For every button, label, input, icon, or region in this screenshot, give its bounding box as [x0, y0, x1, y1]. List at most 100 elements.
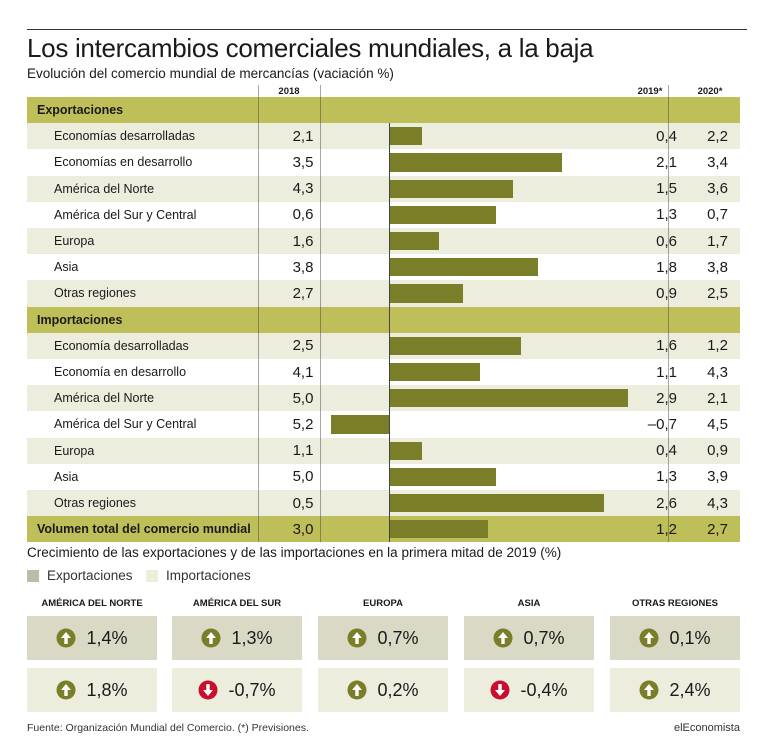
value-2020: 3,6 — [707, 180, 728, 198]
region-label: ASIA — [517, 598, 541, 609]
chart-subtitle: Evolución del comercio mundial de mercan… — [27, 66, 394, 81]
value-2018: 5,2 — [292, 415, 314, 433]
value-2018: 1,1 — [292, 442, 314, 460]
imports-value: 2,4% — [669, 679, 711, 700]
table-row: Europa 1,6 0,6 1,7 — [27, 228, 740, 255]
value-2020: 3,8 — [707, 258, 728, 276]
arrow-up-icon — [639, 628, 659, 648]
row-label: Economía desarrolladas — [54, 338, 189, 353]
row-label: América del Norte — [54, 181, 155, 196]
value-2020: 2,2 — [707, 127, 728, 145]
section-header-row: Importaciones — [27, 306, 740, 333]
imports-value: 0,2% — [377, 679, 419, 700]
exports-value: 0,7% — [377, 627, 419, 648]
column-separator — [320, 85, 321, 543]
legend-label-imports: Importaciones — [166, 568, 251, 583]
arrow-up-icon — [493, 628, 513, 648]
row-label: Europa — [54, 443, 95, 458]
column-separator — [258, 85, 259, 543]
brand-logo-text: elEconomista — [673, 722, 740, 734]
legend-label-exports: Exportaciones — [47, 568, 133, 583]
exports-value: 1,3% — [231, 627, 273, 648]
row-label: Otras regiones — [54, 286, 136, 301]
row-label: Economías en desarrollo — [54, 155, 193, 170]
bar-2019 — [389, 232, 439, 251]
region-label: AMÉRICA DEL NORTE — [41, 598, 143, 609]
imports-value: -0,4% — [520, 679, 568, 700]
table-row: América del Norte 5,0 2,9 2,1 — [27, 385, 740, 412]
row-label: Europa — [54, 234, 95, 249]
exports-card: 0,7% — [464, 616, 594, 660]
table-row: Economías en desarrollo 3,5 2,1 3,4 — [27, 149, 740, 176]
table-row: América del Norte 4,3 1,5 3,6 — [27, 175, 740, 202]
legend-imports: Importaciones — [146, 568, 251, 583]
chart-title: Los intercambios comerciales mundiales, … — [27, 33, 594, 63]
bar-2019 — [331, 415, 389, 434]
column-header-2019: 2019* — [637, 86, 663, 97]
value-2020: 0,9 — [707, 442, 728, 460]
region-label: AMÉRICA DEL SUR — [192, 598, 282, 609]
value-2018: 0,6 — [292, 206, 314, 224]
value-2020: 3,4 — [707, 153, 728, 171]
bar-2019 — [389, 363, 480, 382]
legend-swatch-exports — [27, 569, 39, 582]
row-label: Asia — [54, 260, 79, 275]
table-row: Asia 5,0 1,3 3,9 — [27, 463, 740, 490]
imports-card: 2,4% — [610, 668, 740, 712]
bar-2019 — [389, 441, 422, 460]
value-2019: 0,6 — [656, 232, 677, 250]
section-header-row: Exportaciones — [27, 97, 740, 124]
value-2018: 2,5 — [292, 337, 314, 355]
total-label: Volumen total del comercio mundial — [37, 522, 251, 537]
value-2018: 3,8 — [292, 258, 314, 276]
value-2018: 0,5 — [292, 494, 314, 512]
value-2019: 2,1 — [656, 153, 677, 171]
value-2019: 0,9 — [656, 284, 677, 302]
value-2020: 4,5 — [707, 415, 728, 433]
region-label: EUROPA — [363, 598, 403, 609]
top-rule — [27, 29, 747, 30]
total-row: Volumen total del comercio mundial 3,0 1,2… — [27, 516, 740, 543]
row-label: Economías desarrolladas — [54, 129, 196, 144]
bar-2019 — [389, 153, 563, 172]
table-row: Europa 1,1 0,4 0,9 — [27, 437, 740, 464]
row-label: América del Norte — [54, 391, 155, 406]
value-2019: 1,3 — [656, 468, 677, 486]
bar-2019 — [389, 336, 521, 355]
table-row: Asia 3,8 1,8 3,8 — [27, 254, 740, 281]
arrow-up-icon — [639, 680, 659, 700]
value-2020: 4,3 — [707, 363, 728, 381]
growth-title: Crecimiento de las exportaciones y de la… — [27, 545, 562, 560]
value-2020: 2,1 — [707, 389, 728, 407]
bar-2019 — [389, 494, 604, 513]
column-header-2020: 2020* — [697, 86, 723, 97]
value-2020: 1,2 — [707, 337, 728, 355]
section-label: Importaciones — [37, 312, 123, 327]
bar-2019 — [389, 284, 464, 303]
value-2018: 4,1 — [292, 363, 314, 381]
arrow-up-icon — [347, 628, 367, 648]
value-2018: 3,5 — [292, 153, 314, 171]
total-bar-2019 — [389, 520, 488, 539]
value-2019: 2,9 — [656, 389, 677, 407]
arrow-up-icon — [201, 628, 221, 648]
exports-card: 1,3% — [172, 616, 302, 660]
value-2019: 1,8 — [656, 258, 677, 276]
row-label: América del Sur y Central — [54, 207, 197, 222]
exports-value: 1,4% — [86, 627, 128, 648]
imports-card: 0,2% — [318, 668, 448, 712]
table-row: Otras regiones 2,7 0,9 2,5 — [27, 280, 740, 307]
column-separator — [668, 85, 669, 543]
row-label: Otras regiones — [54, 496, 136, 511]
value-2020: 3,9 — [707, 468, 728, 486]
total-value-2020: 2,7 — [707, 520, 728, 538]
arrow-down-icon — [490, 680, 510, 700]
value-2019: 1,3 — [656, 206, 677, 224]
value-2019: 2,6 — [656, 494, 677, 512]
value-2020: 1,7 — [707, 232, 728, 250]
row-label: Economía en desarrollo — [54, 365, 187, 380]
bar-2019 — [389, 467, 497, 486]
bar-2019 — [389, 179, 513, 198]
value-2019: 1,5 — [656, 180, 677, 198]
zero-axis — [389, 123, 390, 543]
